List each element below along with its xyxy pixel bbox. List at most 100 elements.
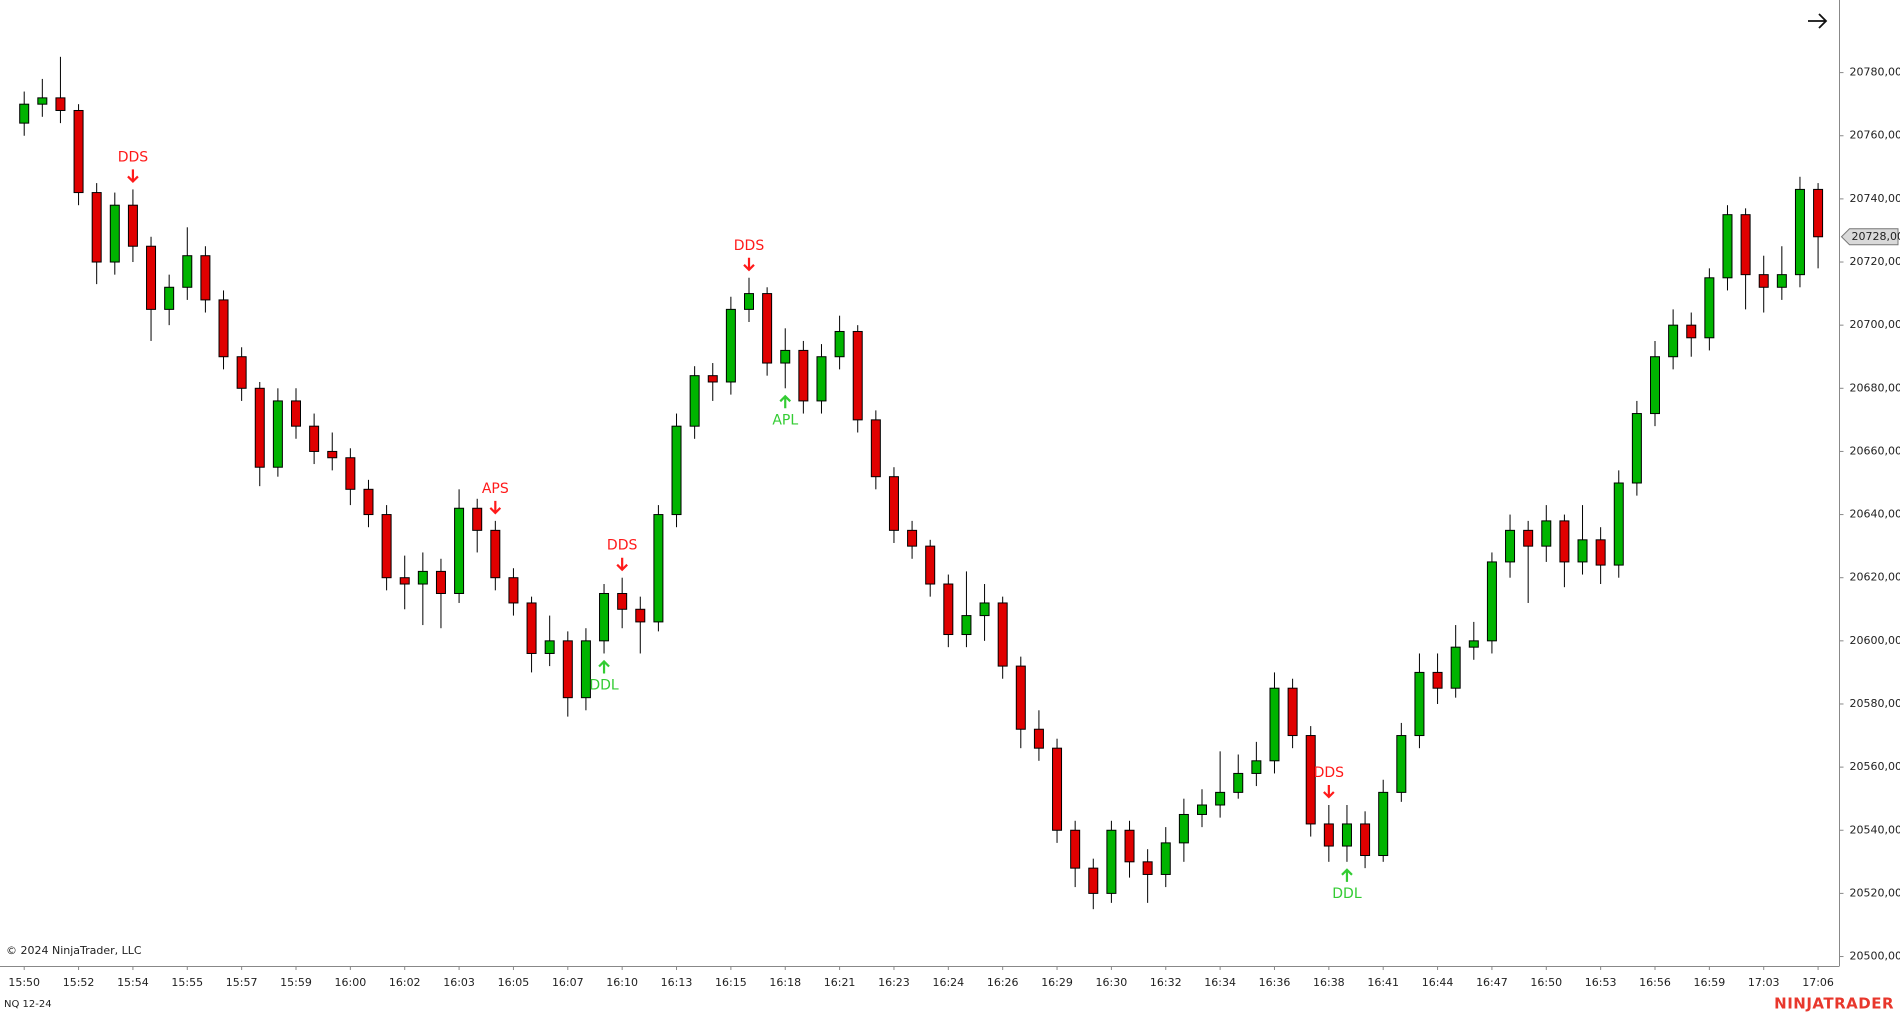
candle-body [309, 425, 320, 452]
candle-body [1813, 188, 1824, 238]
y-tick-label: 20700,00 [1850, 318, 1900, 331]
candle-body [1668, 324, 1679, 358]
candle-body [164, 286, 175, 310]
x-tick-label: 16:23 [878, 976, 910, 989]
candle-body [888, 476, 899, 531]
x-tick-label: 17:06 [1802, 976, 1834, 989]
signal-label: DDS [118, 149, 149, 165]
candle-body [544, 640, 555, 654]
x-tick-label: 16:30 [1096, 976, 1128, 989]
y-tick-label: 20660,00 [1850, 444, 1900, 457]
candle-body [1178, 813, 1189, 844]
candle-body [1360, 823, 1371, 857]
x-tick-label: 16:59 [1694, 976, 1726, 989]
candle-body [1595, 539, 1606, 566]
candle-body [291, 400, 301, 427]
signal-arrow [489, 500, 502, 515]
candle-body [870, 419, 881, 478]
candle-body [109, 204, 120, 263]
candle-body [417, 570, 428, 585]
logo: NINJATRADER [1774, 995, 1894, 1013]
x-tick-label: 15:54 [117, 976, 149, 989]
candle-body [435, 570, 446, 594]
candle-body [490, 529, 501, 579]
candle-body [200, 255, 211, 301]
signal: DDS [1314, 765, 1344, 799]
candle-body [707, 375, 718, 383]
x-tick-label: 16:50 [1530, 976, 1562, 989]
x-tick-label: 16:53 [1585, 976, 1617, 989]
candle-body [1523, 529, 1534, 547]
candle-body [37, 97, 48, 105]
x-tick-label: 16:44 [1422, 976, 1454, 989]
signal-label: DDL [589, 677, 619, 693]
x-tick-label: 16:29 [1041, 976, 1073, 989]
candle-body [127, 204, 138, 247]
candle-body [1323, 823, 1334, 847]
candle-body [363, 488, 374, 516]
candle-body [381, 514, 392, 579]
nav-arrow[interactable] [1808, 13, 1828, 29]
x-tick-label: 16:00 [335, 976, 367, 989]
x-tick-label: 16:38 [1313, 976, 1345, 989]
y-tick-label: 20620,00 [1850, 571, 1900, 584]
candle-body [1505, 529, 1516, 563]
candle-body [762, 293, 773, 364]
candle-body [852, 330, 863, 421]
candle-body [1432, 671, 1443, 689]
candle-body [472, 507, 483, 531]
signal-arrow [1323, 785, 1335, 799]
candle-body [1269, 687, 1280, 762]
candle-body [1251, 760, 1262, 774]
candle-body [653, 514, 664, 623]
candle-body [1070, 829, 1081, 869]
y-tick-label: 20520,00 [1850, 886, 1900, 899]
candle-body [1776, 274, 1787, 288]
candle-body [345, 457, 356, 490]
candle-body [218, 299, 229, 358]
candle-body [979, 602, 990, 617]
candle-body [1015, 665, 1026, 730]
x-tick-label: 16:32 [1150, 976, 1182, 989]
candle-body [1215, 791, 1226, 806]
candle-body [580, 640, 591, 699]
signal: DDL [1332, 868, 1362, 902]
x-tick-label: 16:13 [661, 976, 693, 989]
candle-body [689, 375, 700, 427]
x-tick-label: 16:56 [1639, 976, 1671, 989]
candle-body [254, 387, 265, 468]
candle-body [1468, 640, 1479, 648]
last-price-marker [1840, 228, 1899, 246]
x-tick-label: 16:02 [389, 976, 421, 989]
signal: APS [482, 481, 509, 515]
candle-body [671, 425, 682, 516]
x-tick-label: 16:15 [715, 976, 747, 989]
nav-arrow-icon[interactable] [1808, 13, 1828, 29]
candles [19, 56, 1824, 910]
candle-body [925, 545, 936, 585]
candle-body [91, 192, 102, 263]
candle-body [1613, 482, 1624, 566]
x-tick-label: 16:05 [498, 976, 530, 989]
candle-body [1758, 274, 1769, 288]
candle-body [1794, 188, 1805, 276]
signal-arrow [598, 659, 610, 674]
y-tick-label: 20780,00 [1850, 66, 1900, 79]
signal-arrow [1341, 868, 1353, 882]
candle-body [1486, 561, 1497, 642]
candle-body [834, 330, 845, 358]
candle-body [73, 109, 84, 194]
x-tick-label: 16:07 [552, 976, 584, 989]
x-tick-label: 17:03 [1748, 976, 1780, 989]
candle-body [780, 349, 791, 364]
candle-body [744, 293, 754, 310]
candle-body [1740, 214, 1751, 276]
signal: DDS [734, 238, 764, 272]
candle-body [1704, 277, 1715, 339]
candle-body [236, 356, 247, 389]
candle-body [1722, 214, 1733, 279]
last-price-label: 20728,00 [1852, 230, 1900, 243]
candle-body [399, 577, 410, 585]
